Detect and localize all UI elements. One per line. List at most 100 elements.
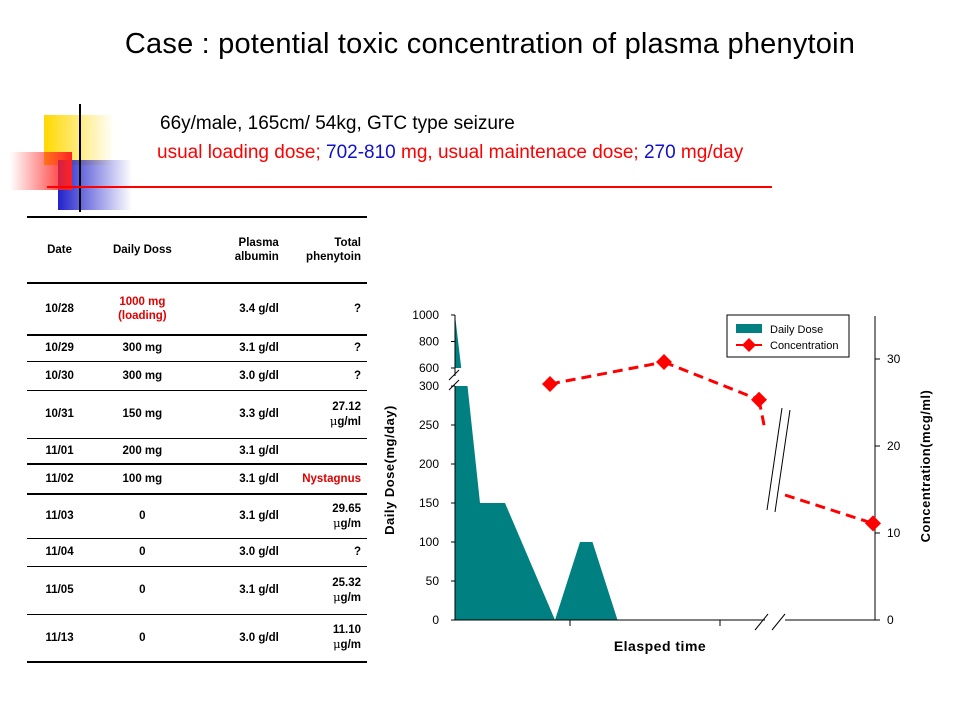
axis-break-x-2: [771, 613, 786, 631]
table-row: 10/31 150 mg 3.3 g/dl 27.12 μg/ml: [27, 390, 367, 438]
table-row: 11/13 0 3.0 g/dl 11.10 μg/m: [27, 614, 367, 662]
cell-total-phenytoin: 25.32 μg/m: [332, 576, 361, 604]
table-row: 10/28 1000 mg (loading) 3.4 g/dl?: [27, 283, 367, 335]
cell-date: 11/13: [45, 631, 74, 644]
col-header-date: Date: [47, 244, 72, 256]
dose-info: usual loading dose; 702-810 mg, usual ma…: [157, 142, 743, 164]
col-header-total-l1: Total: [334, 237, 361, 249]
y2-tick-label: 30: [887, 352, 901, 366]
cell-date: 10/30: [45, 369, 74, 382]
y-tick-label: 600: [419, 361, 439, 375]
y2-tick-label: 10: [887, 526, 901, 540]
dose-info-text-3: mg/day: [675, 142, 744, 163]
concentration-point: [865, 515, 881, 532]
y-axis-title-right: Concentration(mcg/ml): [918, 390, 933, 543]
y-tick-label: 800: [419, 335, 439, 349]
slide-title: Case : potential toxic concentration of …: [124, 28, 856, 60]
cell-albumin: 3.1 g/dl: [239, 510, 279, 523]
plot-break-2: [774, 409, 791, 513]
micro-symbol: μ: [333, 589, 341, 604]
col-header-dose: Daily Doss: [112, 244, 172, 256]
y-tick-label: 250: [419, 418, 439, 432]
cell-dose: 0: [139, 631, 146, 644]
table-row: 11/04 0 3.0 g/dl?: [27, 538, 367, 566]
y-tick-label: 200: [419, 457, 439, 471]
dose-info-text-2: mg, usual maintenace dose;: [395, 142, 644, 163]
cell-albumin: 3.0 g/dl: [239, 546, 279, 558]
x-axis-title: Elasped time: [614, 638, 706, 654]
y2-tick-label: 0: [887, 613, 894, 627]
cell-albumin: 3.1 g/dl: [239, 584, 279, 596]
table-row: 10/29 300 mg 3.1 g/dl?: [27, 335, 367, 361]
patient-info: 66y/male, 165cm/ 54kg, GTC type seizure: [160, 113, 515, 134]
decorative-squares: [0, 100, 140, 215]
table-body: 10/28 1000 mg (loading) 3.4 g/dl? 10/29 300 m…: [27, 283, 367, 662]
cell-date: 11/04: [45, 546, 74, 558]
cell-date: 11/05: [45, 584, 74, 596]
table-header-row: Date Daily Doss Plasma albumin Total pheny…: [27, 217, 367, 283]
axis-break-left-1: [448, 369, 460, 381]
concentration-point: [656, 354, 672, 371]
y-tick-label: 50: [426, 574, 440, 588]
cell-albumin: 3.0 g/dl: [239, 631, 279, 644]
y2-tick-label: 20: [887, 439, 901, 453]
cell-albumin: 3.3 g/dl: [239, 408, 279, 420]
y-tick-label: 1000: [412, 308, 439, 322]
maintenance-dose-value: 270: [643, 142, 676, 163]
cell-total-phenytoin: Nystagnus: [302, 473, 361, 485]
cell-dose: 300 mg: [122, 342, 163, 355]
y-tick-label: 100: [419, 535, 439, 549]
y-tick-label: 300: [419, 379, 439, 393]
table-row: 11/02 100 mg 3.1 g/dl Nystagnus: [27, 464, 367, 494]
cell-total-phenytoin: [285, 438, 367, 464]
cell-albumin: 3.1 g/dl: [239, 473, 279, 485]
dose-area-loading: [455, 315, 462, 368]
axis-break-x-1: [754, 613, 769, 631]
col-header-total-l2: phenytoin: [306, 251, 361, 263]
micro-symbol: μ: [333, 637, 341, 652]
y-axis-title-left: Daily Dose(mg/day): [382, 405, 397, 535]
cell-dose: 0: [139, 510, 146, 523]
y-tick-label: 0: [432, 613, 439, 627]
col-header-total: Total phenytoin: [285, 217, 367, 283]
loading-dose-value: 702-810: [326, 142, 396, 163]
legend-label-concentration: Concentration: [770, 340, 839, 352]
concentration-point: [542, 376, 558, 393]
cell-dose: 300 mg: [122, 369, 163, 382]
dose-concentration-chart: 0 50 100 150 200 250 300 600 800 1000 0 10 20 30 Elasp…: [382, 308, 933, 654]
cell-dose: 1000 mg (loading): [118, 296, 167, 322]
cell-total-phenytoin: 11.10 μg/m: [332, 624, 361, 652]
y-tick-label: 150: [419, 496, 439, 510]
dose-info-text-1: usual loading dose;: [157, 142, 327, 163]
cell-dose: 0: [139, 584, 146, 596]
header-divider: [47, 186, 772, 188]
col-header-albumin-l2: albumin: [234, 251, 279, 263]
table-row: 10/30 300 mg 3.0 g/dl?: [27, 361, 367, 390]
cell-date: 11/03: [45, 510, 74, 523]
micro-symbol: μ: [329, 413, 338, 428]
cell-date: 11/02: [45, 473, 74, 485]
cell-date: 10/29: [45, 342, 74, 355]
table-row: 11/01 200 mg 3.1 g/dl: [27, 438, 367, 464]
axis-break-left-2: [448, 379, 460, 391]
cell-albumin: 3.1 g/dl: [239, 444, 279, 457]
concentration-line-segment: [663, 360, 760, 402]
cell-albumin: 3.0 g/dl: [239, 369, 279, 382]
micro-symbol: μ: [333, 515, 341, 530]
col-header-albumin-l1: Plasma: [238, 237, 279, 249]
cell-total-phenytoin: ?: [353, 369, 361, 382]
cell-total-phenytoin: ?: [353, 546, 361, 558]
cell-date: 11/01: [45, 444, 74, 457]
legend-label-dose: Daily Dose: [770, 324, 823, 336]
plot-break-1: [766, 407, 783, 511]
legend-swatch-dose: [736, 324, 762, 333]
cell-dose: 0: [139, 546, 146, 558]
cell-date: 10/31: [45, 408, 74, 420]
cell-dose: 150 mg: [122, 408, 163, 420]
cell-date: 10/28: [45, 303, 74, 315]
concentration-line-segment: [784, 493, 874, 525]
cell-dose: 200 mg: [122, 444, 163, 457]
cell-total-phenytoin: 27.12 μg/ml: [329, 400, 361, 428]
table-row: 11/05 0 3.1 g/dl 25.32 μg/m: [27, 566, 367, 614]
cell-total-phenytoin: ?: [353, 342, 361, 355]
